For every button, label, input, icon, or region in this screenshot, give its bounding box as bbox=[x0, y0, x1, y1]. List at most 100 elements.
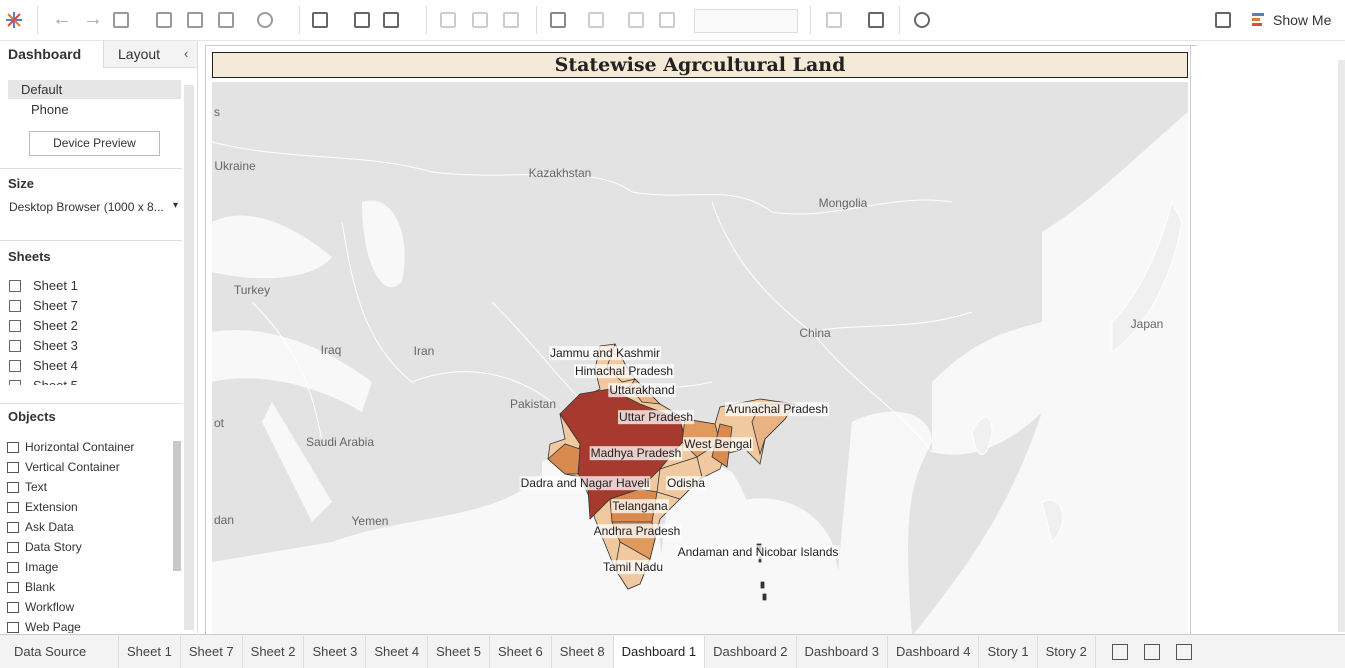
state-label: Telangana bbox=[612, 499, 668, 513]
card-toggle[interactable] bbox=[826, 12, 842, 28]
sheet-item[interactable]: Sheet 1 bbox=[33, 278, 78, 293]
sheet-icon bbox=[9, 280, 21, 292]
sheet-item[interactable]: Sheet 7 bbox=[33, 298, 78, 313]
object-item[interactable]: Image bbox=[25, 560, 59, 574]
label-bg bbox=[608, 383, 676, 398]
sheet-tab[interactable]: Sheet 7 bbox=[181, 635, 243, 668]
dropdown-arrow[interactable]: ▾ bbox=[173, 200, 179, 211]
object-item[interactable]: Vertical Container bbox=[25, 460, 120, 474]
sheet-tab[interactable]: Sheet 1 bbox=[119, 635, 181, 668]
device[interactable]: Phone bbox=[31, 102, 69, 117]
attach[interactable] bbox=[588, 12, 604, 28]
sheet-tab[interactable]: Sheet 2 bbox=[243, 635, 305, 668]
object-item[interactable]: Text bbox=[25, 480, 48, 494]
label-bg bbox=[683, 437, 753, 452]
country-label: Mongolia bbox=[819, 196, 868, 210]
sheet-item[interactable]: Sheet 2 bbox=[33, 318, 78, 333]
new-story[interactable] bbox=[1175, 643, 1192, 660]
redo[interactable]: → bbox=[83, 8, 103, 30]
duplicate[interactable] bbox=[354, 12, 370, 28]
toolbar: ← → Show Me bbox=[0, 0, 1345, 41]
fit-dropdown[interactable] bbox=[694, 9, 798, 33]
highlight[interactable] bbox=[550, 12, 566, 28]
object-item[interactable]: Extension bbox=[25, 500, 78, 514]
state-label: Andhra Pradesh bbox=[594, 524, 681, 538]
object-list: Horizontal Container Vertical Container Te… bbox=[0, 436, 172, 633]
sheet-tab[interactable]: Sheet 5 bbox=[428, 635, 490, 668]
object-icon bbox=[7, 462, 19, 473]
sheet-tab[interactable]: Story 1 bbox=[979, 635, 1038, 668]
tab[interactable]: Dashboard bbox=[0, 41, 103, 68]
heading: Objects bbox=[8, 409, 56, 424]
sheet-tab[interactable]: Sheet 3 bbox=[304, 635, 367, 668]
sheet-item[interactable]: Sheet 4 bbox=[33, 358, 78, 373]
sort-desc[interactable] bbox=[503, 12, 519, 28]
object-item[interactable]: Horizontal Container bbox=[25, 440, 135, 454]
refresh[interactable] bbox=[257, 12, 273, 28]
object-item[interactable]: Ask Data bbox=[25, 520, 74, 534]
sheet-icon bbox=[9, 380, 21, 385]
sort-asc[interactable] bbox=[472, 12, 488, 28]
country-label: Iraq bbox=[321, 343, 342, 357]
show-me[interactable]: Show Me bbox=[1273, 12, 1332, 28]
state-label: Uttarakhand bbox=[609, 383, 674, 397]
swap[interactable] bbox=[113, 12, 129, 28]
sheet-icon bbox=[9, 340, 21, 352]
label[interactable] bbox=[628, 12, 644, 28]
sheet-tab[interactable]: Sheet 6 bbox=[490, 635, 552, 668]
scrollbar[interactable] bbox=[173, 441, 181, 571]
sheet-item[interactable]: Sheet 5 bbox=[33, 378, 78, 385]
side-panel: Dashboard Layout ‹ Default Phone Device … bbox=[0, 41, 198, 633]
sheet-tab[interactable]: Dashboard 1 bbox=[613, 635, 706, 668]
state-label: Odisha bbox=[667, 476, 705, 490]
object-icon bbox=[7, 442, 19, 453]
state-label: Tamil Nadu bbox=[603, 560, 663, 574]
undo[interactable]: ← bbox=[52, 8, 72, 30]
save[interactable] bbox=[156, 12, 172, 28]
state-label: Dadra and Nagar Haveli bbox=[521, 476, 650, 490]
sheet-tab[interactable]: Story 2 bbox=[1038, 635, 1096, 668]
sheet-tab[interactable]: Sheet 8 bbox=[552, 635, 614, 668]
clear[interactable] bbox=[383, 12, 399, 28]
size-dropdown[interactable]: Desktop Browser (1000 x 8... bbox=[9, 200, 164, 214]
country-label: Pakistan bbox=[510, 397, 556, 411]
sheet-item[interactable]: Sheet 3 bbox=[33, 338, 78, 353]
pause[interactable] bbox=[218, 12, 234, 28]
scrollbar[interactable] bbox=[184, 85, 194, 630]
sheet-tab[interactable]: Sheet 4 bbox=[366, 635, 429, 668]
swap-axes[interactable] bbox=[440, 12, 456, 28]
dashboard: Statewise Agrcultural Land bbox=[205, 45, 1197, 637]
state-label: Uttar Pradesh bbox=[619, 410, 693, 424]
object-icon bbox=[7, 502, 19, 513]
object-item[interactable]: Workflow bbox=[25, 600, 75, 614]
collapse[interactable]: ‹ bbox=[184, 46, 189, 61]
new-data[interactable] bbox=[187, 12, 203, 28]
heading: Size bbox=[8, 176, 35, 191]
pin[interactable] bbox=[659, 12, 675, 28]
object-item[interactable]: Blank bbox=[25, 580, 56, 594]
object-item[interactable]: Web Page bbox=[25, 620, 81, 633]
sheet-tab[interactable]: Data Source bbox=[0, 635, 119, 668]
new-dashboard[interactable] bbox=[1143, 643, 1160, 660]
format-painter[interactable] bbox=[1215, 12, 1231, 28]
sheet-tab[interactable]: Dashboard 2 bbox=[705, 635, 797, 668]
label-bg bbox=[601, 560, 665, 575]
object-icon bbox=[7, 602, 19, 613]
logo bbox=[6, 12, 22, 28]
share[interactable] bbox=[914, 12, 930, 28]
country-label: dan bbox=[214, 513, 234, 527]
scrollbar[interactable] bbox=[1338, 60, 1345, 632]
new-sheet[interactable] bbox=[312, 12, 328, 28]
button[interactable]: Device Preview bbox=[29, 131, 160, 156]
tab[interactable]: Layout bbox=[103, 41, 197, 68]
separator bbox=[810, 6, 811, 34]
country-label: Kazakhstan bbox=[529, 166, 592, 180]
sheet-tab[interactable]: Dashboard 3 bbox=[797, 635, 888, 668]
object-item[interactable]: Data Story bbox=[25, 540, 82, 554]
object-icon bbox=[7, 582, 19, 593]
sheet-tab[interactable]: Dashboard 4 bbox=[888, 635, 980, 668]
new-sheet[interactable] bbox=[1111, 643, 1128, 660]
presentation[interactable] bbox=[868, 12, 884, 28]
device[interactable]: Default bbox=[21, 82, 63, 97]
country-label: s bbox=[214, 105, 220, 119]
